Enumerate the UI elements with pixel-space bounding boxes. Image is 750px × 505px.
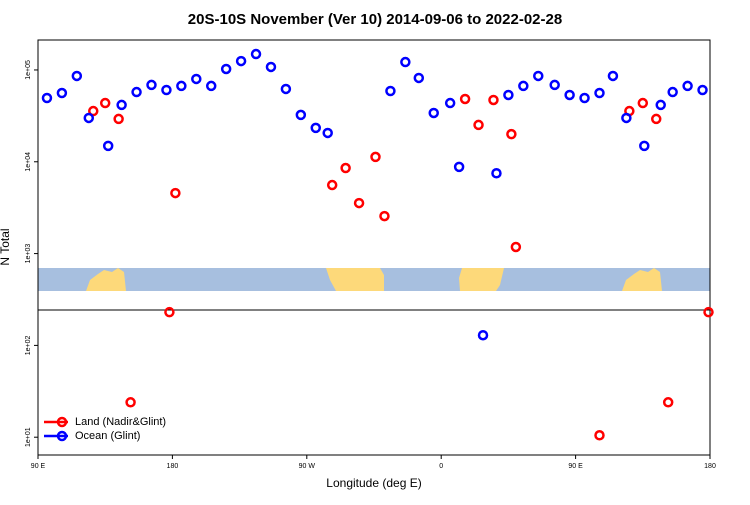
point [518, 80, 529, 92]
point [579, 92, 590, 104]
point [170, 187, 181, 199]
plot-frame [37, 39, 711, 456]
point [510, 241, 522, 253]
x-tick-label: 90 E [568, 463, 583, 470]
y-tick-label: 1e+02 [25, 335, 32, 355]
point [220, 63, 232, 75]
point [326, 179, 338, 191]
point [564, 89, 575, 101]
chart-title: 20S-10S November (Ver 10) 2014-09-06 to … [188, 11, 562, 28]
point [265, 61, 277, 73]
x-tick-label: 180 [167, 463, 179, 470]
point [477, 329, 489, 341]
x-tick-label: 90 W [299, 463, 316, 470]
y-tick-label: 1e+04 [25, 152, 32, 172]
point [164, 306, 175, 318]
y-tick-label: 1e+03 [25, 244, 32, 264]
point [703, 306, 714, 318]
point [205, 80, 217, 92]
legend-marker [56, 430, 68, 442]
point [56, 87, 68, 99]
legend-marker [56, 416, 68, 428]
x-axis-label: Longitude (deg E) [326, 476, 421, 490]
point [88, 105, 99, 117]
point [161, 84, 172, 96]
point [697, 84, 708, 96]
point [385, 85, 396, 97]
point [503, 89, 514, 101]
point [428, 107, 439, 119]
point [488, 94, 499, 106]
point [125, 397, 136, 408]
point [322, 127, 333, 139]
land-shape [622, 268, 662, 291]
point [71, 70, 83, 82]
point [116, 99, 127, 111]
point [491, 167, 502, 179]
x-tick-label: 180 [704, 463, 716, 470]
point [413, 72, 425, 84]
point [637, 97, 649, 109]
point [453, 161, 465, 173]
point [549, 79, 560, 91]
point [506, 128, 517, 140]
point [83, 112, 95, 124]
point [662, 397, 674, 408]
point [250, 48, 262, 60]
point [102, 140, 114, 152]
point [295, 109, 307, 121]
x-tick-label: 90 E [31, 463, 46, 470]
point [310, 122, 322, 134]
point [379, 210, 390, 222]
point [639, 140, 650, 152]
legend-label: Ocean (Glint) [75, 430, 140, 442]
point [594, 430, 605, 441]
point [621, 112, 632, 124]
point [655, 99, 666, 111]
point [176, 80, 187, 92]
point [113, 113, 124, 125]
point [370, 151, 381, 163]
point [146, 79, 157, 91]
point [353, 197, 365, 209]
point [533, 70, 544, 82]
map-strip [38, 268, 710, 309]
land-shape [86, 268, 126, 291]
point [607, 70, 619, 82]
x-tick-label: 0 [439, 463, 443, 470]
point [340, 162, 351, 174]
y-tick-label: 1e+05 [25, 60, 32, 80]
point [400, 56, 411, 68]
land-shape [459, 268, 504, 291]
point [459, 93, 471, 105]
y-axis-label: N Total [0, 228, 12, 265]
point [280, 83, 292, 95]
point [594, 87, 605, 99]
point [444, 97, 456, 109]
point [235, 55, 247, 67]
land-shape [326, 268, 384, 291]
legend-label: Land (Nadir&Glint) [75, 416, 166, 428]
point [99, 97, 111, 109]
point [41, 92, 53, 104]
point [667, 86, 678, 98]
point [191, 73, 202, 85]
point [131, 86, 142, 98]
point [682, 80, 693, 92]
point [650, 113, 662, 125]
strip-gap [38, 291, 710, 309]
y-tick-label: 1e+01 [25, 427, 32, 447]
point [473, 119, 484, 131]
